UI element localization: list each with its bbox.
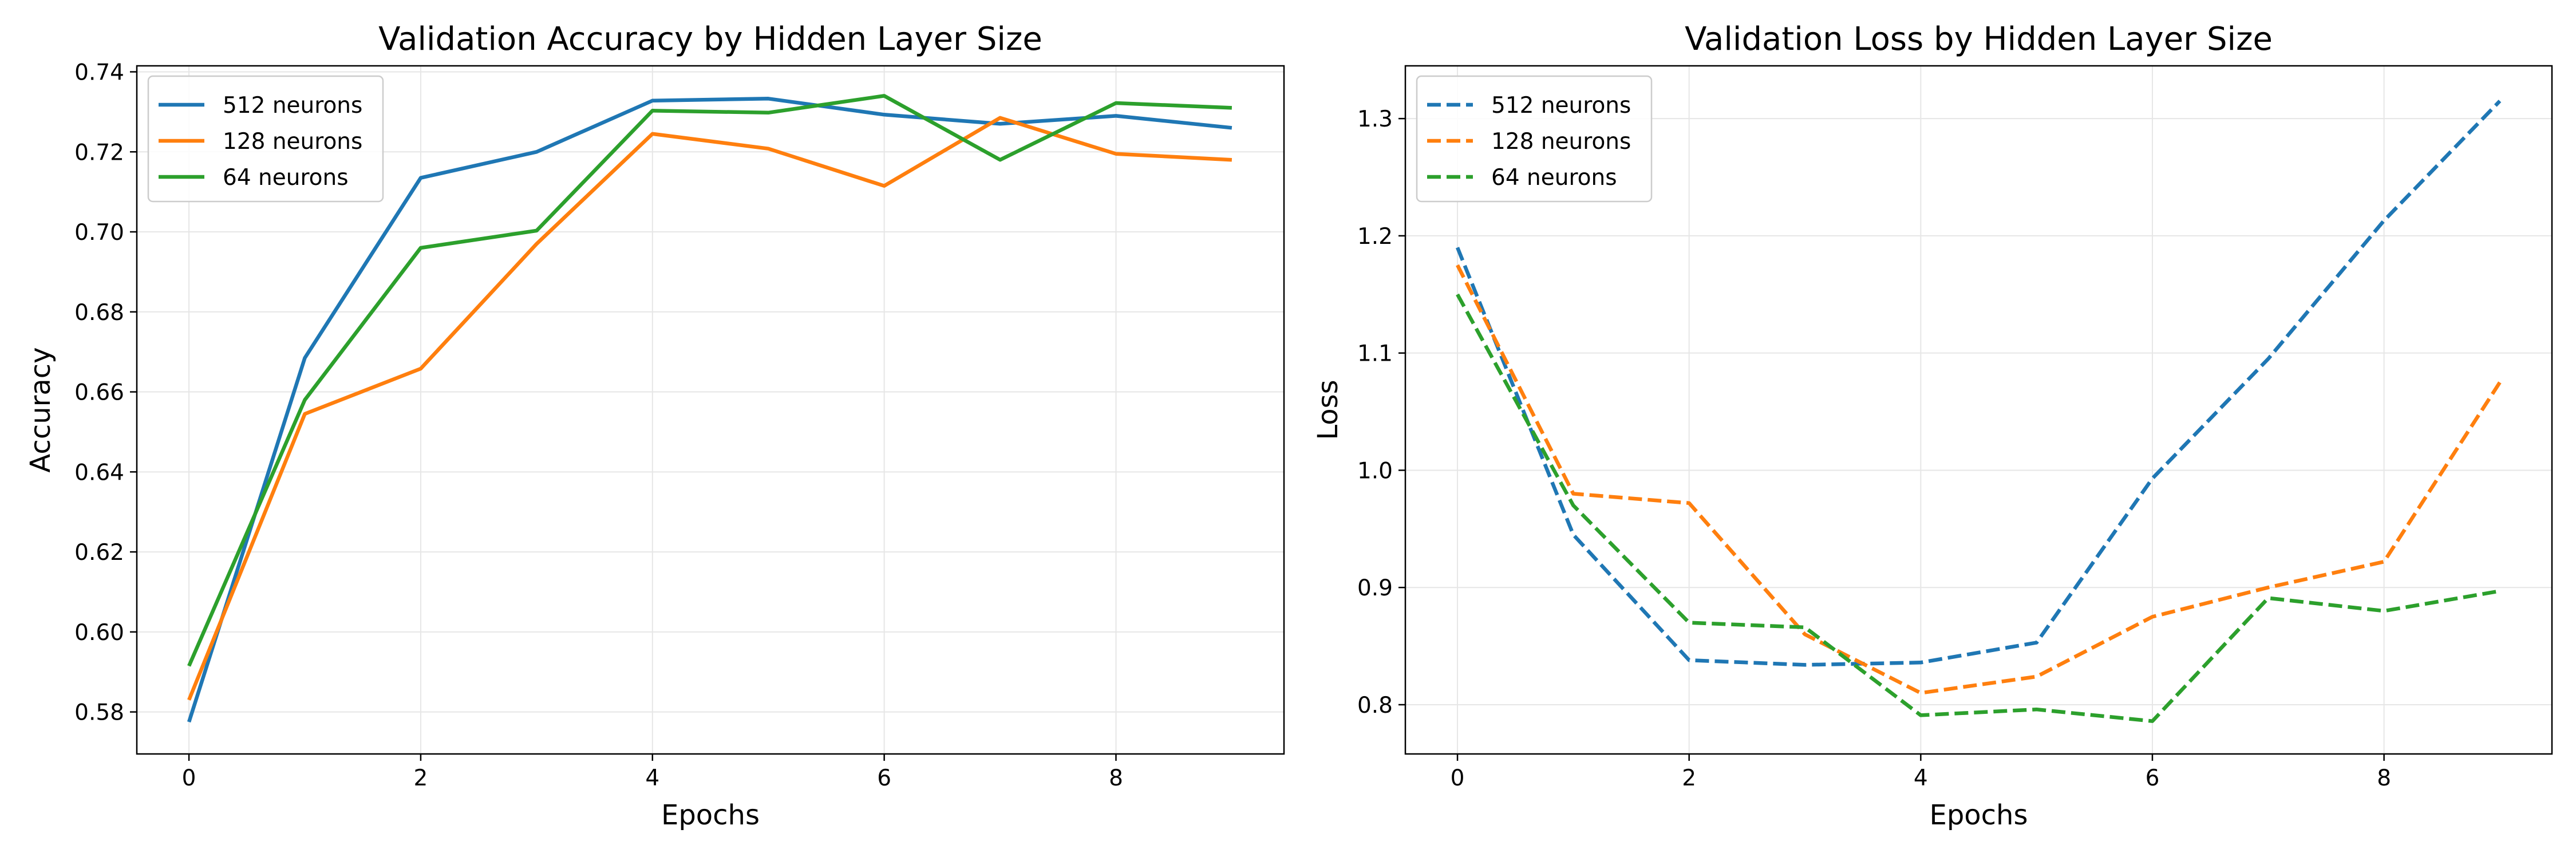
y-tick-label: 1.2 [1357,224,1393,250]
y-tick-label: 0.8 [1357,693,1393,718]
series-line-128-neurons [187,116,1232,701]
y-tick-label: 0.74 [74,60,124,85]
chart-title: Validation Accuracy by Hidden Layer Size [378,21,1042,58]
y-axis-label: Accuracy [25,347,57,472]
x-tick-label: 0 [1451,765,1465,791]
x-tick-label: 2 [414,765,428,791]
legend-label: 64 neurons [223,165,349,191]
x-tick-label: 2 [1682,765,1696,791]
series-line-64-neurons [1456,293,2500,723]
x-tick-label: 8 [2377,765,2391,791]
chart-panel-2: 0 2 4 6 8 0.8 0.9 1.0 1.1 1.2 1.3 Validation Loss b… [1312,21,2553,831]
y-tick-label: 0.9 [1357,575,1393,601]
legend-label: 512 neurons [1491,93,1631,119]
legend-box [147,75,384,203]
series-line-512-neurons [1455,100,2502,667]
legend-box [1416,75,1653,203]
x-tick-label: 8 [1109,765,1123,791]
legend-label: 128 neurons [223,129,362,155]
y-tick-label: 1.1 [1357,341,1393,367]
y-tick-label: 0.68 [74,300,124,326]
y-tick-label: 1.3 [1357,106,1393,132]
series-line-128-neurons [1456,264,2502,695]
series-line-64-neurons [187,94,1232,667]
legend-label: 128 neurons [1491,129,1631,155]
legend-label: 512 neurons [223,93,362,119]
x-tick-label: 4 [1914,765,1928,791]
x-tick-label: 0 [182,765,196,791]
y-axis-label: Loss [1312,380,1344,440]
axes-frame [1404,65,2553,755]
y-tick-label: 0.72 [74,140,124,165]
y-tick-label: 0.70 [74,220,124,246]
x-axis-label: Epochs [1930,799,2028,831]
x-tick-label: 6 [2146,765,2160,791]
y-tick-label: 0.66 [74,380,124,406]
x-axis-label: Epochs [661,799,760,831]
legend-label: 64 neurons [1491,165,1617,191]
y-tick-label: 0.64 [74,460,124,485]
y-tick-label: 0.58 [74,700,124,726]
y-tick-label: 0.60 [74,620,124,646]
x-tick-label: 4 [645,765,659,791]
x-tick-label: 6 [877,765,891,791]
series-line-512-neurons [187,97,1232,723]
y-tick-label: 0.62 [74,540,124,566]
chart-panel-1: 0 2 4 6 8 0.58 0.60 0.62 0.64 0.66 0.68 0.70 0.72 0.7… [25,21,1285,831]
chart-title: Validation Loss by Hidden Layer Size [1685,21,2273,58]
y-tick-label: 1.0 [1357,458,1393,484]
axes-frame [136,65,1285,755]
